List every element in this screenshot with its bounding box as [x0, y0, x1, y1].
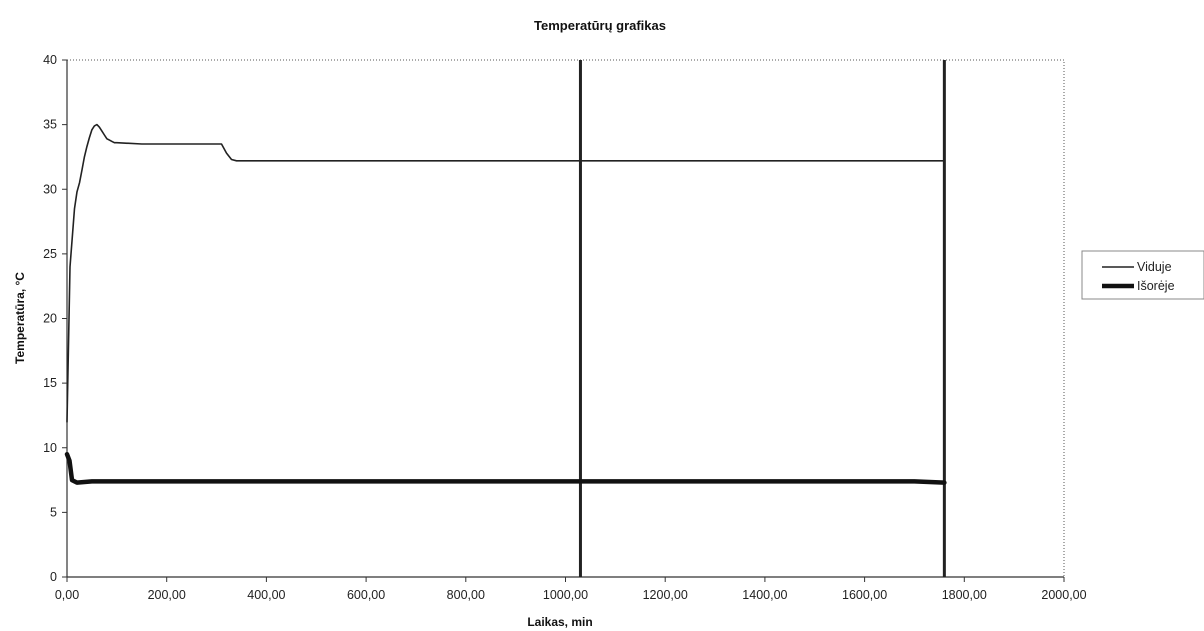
plot-frame — [66, 59, 1065, 578]
x-tick-label: 1000,00 — [543, 588, 588, 602]
legend-box — [1081, 250, 1204, 300]
x-tick-label: 800,00 — [447, 588, 485, 602]
x-axis-title: Laikas, min — [527, 615, 592, 629]
x-tick-label: 200,00 — [148, 588, 186, 602]
series-line-outside — [64, 451, 947, 485]
chart-title: Temperatūrų grafikas — [534, 18, 666, 33]
y-tick-label: 20 — [43, 312, 57, 326]
x-tick-label: 1200,00 — [643, 588, 688, 602]
x-tick-label: 1400,00 — [742, 588, 787, 602]
x-tick-label: 1800,00 — [942, 588, 987, 602]
y-tick-label: 35 — [43, 118, 57, 132]
y-tick-label: 15 — [43, 376, 57, 390]
legend-label: Viduje — [1137, 260, 1172, 274]
y-axis-title: Temperatūra, °C — [13, 272, 27, 364]
x-tick-label: 2000,00 — [1041, 588, 1086, 602]
legend: Viduje Išorėje — [1081, 250, 1204, 300]
y-tick-label: 40 — [43, 53, 57, 67]
y-tick-label: 10 — [43, 441, 57, 455]
y-tick-label: 5 — [50, 505, 57, 519]
x-tick-label: 400,00 — [247, 588, 285, 602]
x-tick-label: 0,00 — [55, 588, 79, 602]
y-tick-label: 30 — [43, 182, 57, 196]
series-line-inside — [66, 123, 946, 423]
x-tick-label: 1600,00 — [842, 588, 887, 602]
y-tick-label: 0 — [50, 570, 57, 584]
legend-label: Išorėje — [1137, 279, 1175, 293]
x-tick-label: 600,00 — [347, 588, 385, 602]
y-tick-label: 25 — [43, 247, 57, 261]
